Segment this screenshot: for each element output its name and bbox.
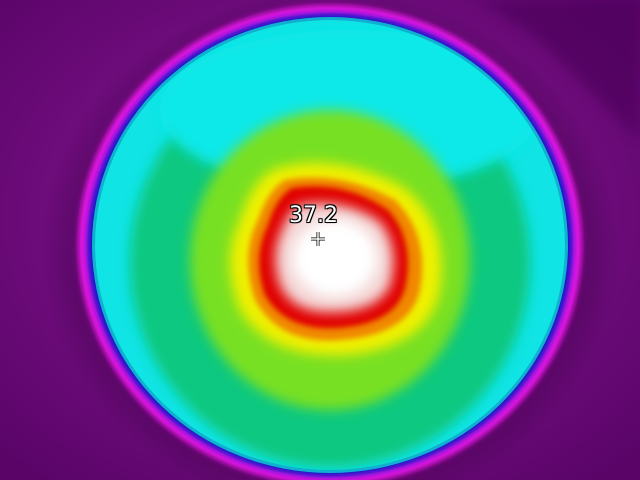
crosshair-icon-inner [311, 232, 325, 246]
heat-zone-peak [293, 220, 377, 296]
spot-temperature-readout: 37.2 [289, 203, 338, 228]
background-dark-region [480, 0, 640, 140]
